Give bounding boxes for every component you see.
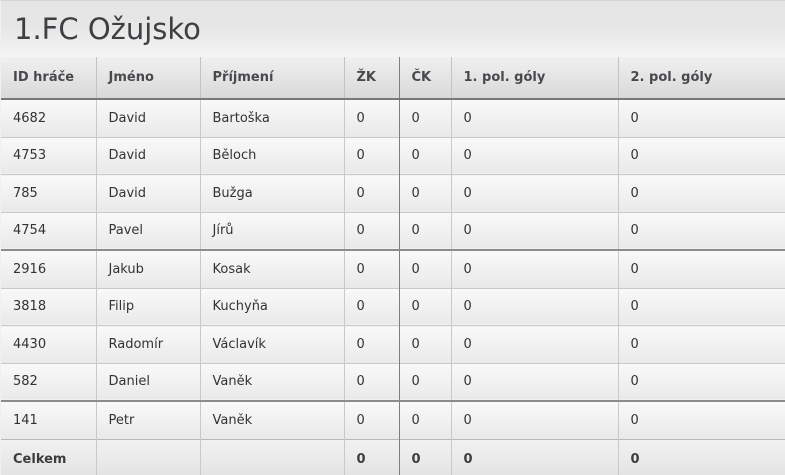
cell-ck: 0 — [398, 174, 451, 212]
cell-id: 141 — [1, 400, 96, 439]
cell-jmeno: David — [95, 174, 200, 212]
table-footer: Celkem 0 0 0 0 — [1, 438, 785, 475]
cell-jmeno: Radomír — [95, 325, 200, 363]
cell-id: 785 — [1, 174, 96, 212]
column-header-g2: 2. pol. góly — [617, 57, 785, 100]
cell-g2: 0 — [617, 99, 785, 137]
cell-ck: 0 — [398, 211, 451, 250]
cell-ck: 0 — [398, 249, 451, 288]
table-row: 4754 Pavel Jírů 0 0 0 0 — [1, 211, 785, 250]
cell-ck: 0 — [398, 325, 451, 363]
cell-jmeno: David — [95, 136, 200, 175]
totals-cell-ck: 0 — [398, 438, 451, 475]
cell-id: 4430 — [1, 325, 96, 363]
cell-jmeno: Filip — [95, 287, 200, 326]
cell-g2: 0 — [617, 287, 785, 326]
column-header-id: ID hráče — [1, 57, 96, 100]
cell-id: 2916 — [1, 249, 96, 288]
table-header: ID hráče Jméno Příjmení ŽK ČK 1. pol. gó… — [1, 57, 785, 100]
cell-zk: 0 — [343, 99, 399, 137]
team-title: 1.FC Ožujsko — [14, 11, 201, 46]
player-stats-table: ID hráče Jméno Příjmení ŽK ČK 1. pol. gó… — [1, 57, 785, 475]
column-header-zk: ŽK — [343, 57, 399, 100]
cell-id: 3818 — [1, 287, 96, 326]
table-row: 785 David Bužga 0 0 0 0 — [1, 174, 785, 212]
table-body: 4682 David Bartoška 0 0 0 0 4753 David Běloch 0 0 0 0… — [1, 99, 785, 439]
cell-g2: 0 — [617, 174, 785, 212]
cell-g1: 0 — [450, 99, 618, 137]
cell-zk: 0 — [343, 287, 399, 326]
cell-jmeno: David — [95, 99, 200, 137]
cell-g1: 0 — [450, 211, 618, 250]
table-row: 4430 Radomír Václavík 0 0 0 0 — [1, 325, 785, 363]
totals-label: Celkem — [1, 438, 96, 475]
cell-ck: 0 — [398, 99, 451, 137]
cell-zk: 0 — [343, 325, 399, 363]
cell-ck: 0 — [398, 136, 451, 175]
cell-id: 4682 — [1, 99, 96, 137]
column-header-jmeno: Jméno — [95, 57, 200, 100]
cell-prijmeni: Běloch — [199, 136, 344, 175]
cell-ck: 0 — [398, 400, 451, 439]
totals-cell-jmeno — [95, 438, 200, 475]
totals-cell-g1: 0 — [450, 438, 618, 475]
cell-zk: 0 — [343, 362, 399, 401]
cell-g2: 0 — [617, 362, 785, 401]
cell-prijmeni: Vaněk — [199, 400, 344, 439]
cell-prijmeni: Bartoška — [199, 99, 344, 137]
totals-cell-zk: 0 — [343, 438, 399, 475]
cell-g1: 0 — [450, 174, 618, 212]
totals-cell-g2: 0 — [617, 438, 785, 475]
column-header-ck: ČK — [398, 57, 451, 100]
cell-jmeno: Jakub — [95, 249, 200, 288]
cell-prijmeni: Kosak — [199, 249, 344, 288]
cell-g2: 0 — [617, 400, 785, 439]
cell-g1: 0 — [450, 287, 618, 326]
cell-id: 582 — [1, 362, 96, 401]
cell-g2: 0 — [617, 136, 785, 175]
table-row: 4753 David Běloch 0 0 0 0 — [1, 136, 785, 175]
cell-g1: 0 — [450, 249, 618, 288]
cell-prijmeni: Kuchyňa — [199, 287, 344, 326]
table-row: 582 Daniel Vaněk 0 0 0 0 — [1, 362, 785, 401]
column-header-prijmeni: Příjmení — [199, 57, 344, 100]
table-row: 3818 Filip Kuchyňa 0 0 0 0 — [1, 287, 785, 326]
cell-jmeno: Pavel — [95, 211, 200, 250]
table-row: 141 Petr Vaněk 0 0 0 0 — [1, 400, 785, 439]
cell-prijmeni: Vaněk — [199, 362, 344, 401]
cell-prijmeni: Václavík — [199, 325, 344, 363]
cell-ck: 0 — [398, 362, 451, 401]
cell-ck: 0 — [398, 287, 451, 326]
cell-jmeno: Daniel — [95, 362, 200, 401]
cell-zk: 0 — [343, 211, 399, 250]
header-row: ID hráče Jméno Příjmení ŽK ČK 1. pol. gó… — [1, 57, 785, 100]
table-row: 2916 Jakub Kosak 0 0 0 0 — [1, 249, 785, 288]
column-header-g1: 1. pol. góly — [450, 57, 618, 100]
cell-g1: 0 — [450, 362, 618, 401]
cell-zk: 0 — [343, 249, 399, 288]
panel-titlebar: 1.FC Ožujsko — [1, 1, 785, 57]
cell-g2: 0 — [617, 325, 785, 363]
cell-g2: 0 — [617, 249, 785, 288]
cell-g2: 0 — [617, 211, 785, 250]
cell-g1: 0 — [450, 400, 618, 439]
cell-prijmeni: Bužga — [199, 174, 344, 212]
totals-cell-prijmeni — [199, 438, 344, 475]
cell-zk: 0 — [343, 136, 399, 175]
cell-g1: 0 — [450, 136, 618, 175]
totals-row: Celkem 0 0 0 0 — [1, 438, 785, 475]
cell-g1: 0 — [450, 325, 618, 363]
cell-zk: 0 — [343, 174, 399, 212]
cell-zk: 0 — [343, 400, 399, 439]
cell-jmeno: Petr — [95, 400, 200, 439]
table-row: 4682 David Bartoška 0 0 0 0 — [1, 99, 785, 137]
cell-id: 4753 — [1, 136, 96, 175]
cell-prijmeni: Jírů — [199, 211, 344, 250]
cell-id: 4754 — [1, 211, 96, 250]
